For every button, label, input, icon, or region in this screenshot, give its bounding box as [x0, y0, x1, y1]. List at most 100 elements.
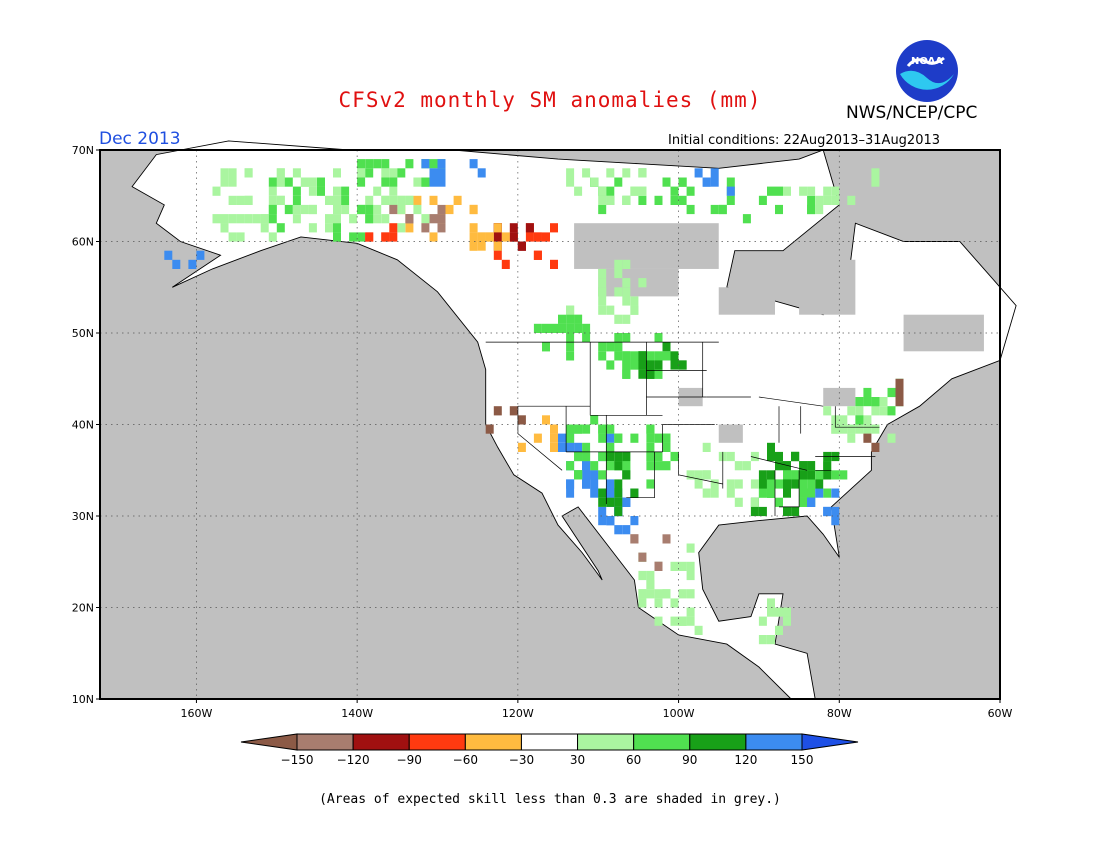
anomaly-cell — [606, 488, 615, 498]
anomaly-cell — [646, 433, 655, 443]
anomaly-cell — [445, 204, 454, 215]
anomaly-cell — [566, 424, 575, 434]
map-content: 10N 20N 30N 40N 50N 60N 70N 160W 140W 120W 100W 80W… — [72, 140, 1017, 720]
noaa-logo: NOAA — [894, 38, 960, 108]
anomaly-cell — [799, 488, 808, 498]
anomaly-cell — [614, 287, 623, 297]
anomaly-cell — [775, 497, 783, 507]
anomaly-cell — [831, 516, 840, 526]
initial-conditions: Initial conditions: 22Aug2013–31Aug2013 — [668, 133, 941, 148]
anomaly-cell — [373, 214, 382, 224]
anomaly-cell — [871, 397, 880, 407]
anomaly-cell — [807, 479, 816, 489]
anomaly-cell — [606, 168, 615, 178]
anomaly-cell — [244, 195, 253, 205]
anomaly-cell — [606, 461, 615, 471]
anomaly-cell — [670, 451, 679, 462]
anomaly-cell — [606, 195, 615, 205]
skill-footnote: (Areas of expected skill less than 0.3 a… — [319, 792, 781, 807]
state-boundary — [758, 396, 824, 407]
anomaly-cell — [646, 479, 655, 489]
anomaly-cell — [533, 250, 542, 260]
lat-tick-label: 50N — [72, 327, 94, 340]
anomaly-cell — [598, 342, 607, 352]
anomaly-cell — [333, 214, 341, 224]
anomaly-cell — [646, 570, 655, 581]
anomaly-cell — [638, 552, 647, 562]
low-skill-patch — [799, 259, 856, 315]
anomaly-cell — [397, 195, 406, 205]
anomaly-cell — [622, 497, 631, 507]
anomaly-cell — [678, 177, 687, 187]
anomaly-cell — [542, 232, 550, 242]
anomaly-cell — [686, 186, 695, 196]
anomaly-cell — [606, 424, 615, 434]
anomaly-cell — [662, 177, 671, 187]
anomaly-cell — [389, 232, 398, 242]
anomaly-cell — [220, 177, 229, 187]
anomaly-cell — [598, 488, 607, 498]
anomaly-cell — [750, 497, 759, 507]
low-skill-patch — [718, 424, 743, 443]
anomaly-cell — [622, 259, 631, 269]
anomaly-cell — [614, 497, 623, 507]
anomaly-cell — [220, 223, 229, 233]
anomaly-cell — [276, 168, 285, 178]
anomaly-cell — [284, 177, 293, 187]
anomaly-cell — [815, 195, 824, 205]
anomaly-cell — [887, 406, 896, 416]
anomaly-cell — [622, 369, 631, 379]
lon-tick-label: 140W — [341, 707, 373, 720]
anomaly-cell — [823, 406, 832, 416]
anomaly-cell — [574, 470, 583, 480]
anomaly-cell — [686, 589, 695, 599]
colorbar-low-arrow — [240, 733, 298, 751]
anomaly-cell — [831, 470, 840, 480]
anomaly-cell — [614, 351, 623, 361]
anomaly-cell — [726, 479, 735, 489]
anomaly-cell — [799, 186, 808, 196]
anomaly-cell — [333, 232, 341, 242]
anomaly-cell — [807, 195, 816, 205]
anomaly-cell — [292, 214, 301, 224]
anomaly-cell — [807, 461, 816, 471]
anomaly-cell — [638, 360, 647, 370]
anomaly-cell — [574, 314, 583, 324]
anomaly-cell — [429, 232, 438, 242]
anomaly-cell — [630, 186, 639, 196]
anomaly-cell — [887, 433, 896, 443]
anomaly-cell — [566, 342, 575, 352]
anomaly-cell — [333, 186, 341, 196]
anomaly-cell — [453, 195, 462, 205]
anomaly-cell — [807, 470, 816, 480]
anomaly-cell — [574, 442, 583, 452]
anomaly-cell — [839, 415, 848, 425]
anomaly-cell — [630, 534, 639, 544]
anomaly-cell — [566, 351, 575, 361]
colorbar-label: 120 — [734, 753, 757, 767]
anomaly-cell — [437, 159, 446, 169]
anomaly-cell — [389, 186, 398, 196]
anomaly-cell — [550, 433, 558, 443]
anomaly-cell — [871, 442, 880, 452]
low-skill-patch — [574, 223, 719, 269]
anomaly-cell — [590, 415, 599, 425]
anomaly-cell — [775, 451, 783, 462]
anomaly-cell — [582, 424, 591, 434]
anomaly-cell — [694, 625, 703, 635]
anomaly-cell — [550, 424, 558, 434]
anomaly-cell — [646, 580, 655, 590]
anomaly-cell — [308, 186, 317, 196]
anomaly-cell — [598, 186, 607, 196]
anomaly-cell — [493, 406, 502, 416]
anomaly-cell — [799, 479, 808, 489]
anomaly-cell — [550, 223, 558, 233]
anomaly-cell — [670, 616, 679, 626]
anomaly-cell — [622, 168, 631, 178]
anomaly-cell — [333, 223, 341, 233]
anomaly-cell — [670, 360, 679, 370]
anomaly-cell — [646, 369, 655, 379]
anomaly-cell — [622, 333, 631, 343]
anomaly-cell — [389, 204, 398, 215]
anomaly-cell — [566, 177, 575, 187]
